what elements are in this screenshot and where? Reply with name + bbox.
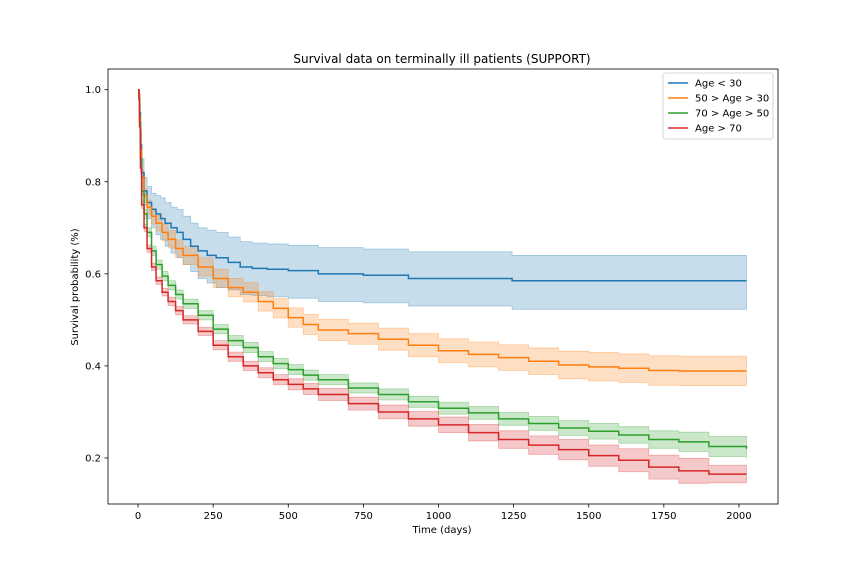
legend-box — [662, 72, 774, 140]
x-tick-label: 500 — [279, 511, 298, 522]
y-tick-label: 0.2 — [85, 453, 101, 464]
ci-band-1 — [138, 89, 747, 310]
x-tick-label: 750 — [354, 511, 373, 522]
x-tick-label: 0 — [135, 511, 141, 522]
y-tick-label: 0.8 — [85, 177, 101, 188]
legend-label-4: Age > 70 — [695, 124, 742, 135]
series-line-3 — [138, 88, 748, 449]
series-line-2 — [138, 88, 747, 372]
plot-area: 0 250 500 750 1000 1250 1500 1750 2000 0.2 0.4 0.6 0… — [85, 68, 779, 522]
legend-label-1: Age < 30 — [695, 79, 742, 90]
series-line-4 — [138, 88, 747, 475]
x-tick-label: 1250 — [501, 511, 526, 522]
x-tick-label: 1500 — [576, 511, 601, 522]
x-tick-label: 2000 — [726, 511, 751, 522]
x-tick-label: 1750 — [651, 511, 676, 522]
chart-title: Survival data on terminally ill patients… — [293, 52, 590, 66]
plot-frame — [107, 68, 779, 505]
x-axis-label: Time (days) — [411, 525, 471, 536]
x-tick-label: 250 — [204, 511, 223, 522]
legend-label-2: 50 > Age > 30 — [695, 94, 769, 105]
y-tick-label: 0.4 — [85, 361, 101, 372]
legend: Age < 30 50 > Age > 30 70 > Age > 50 Age > … — [662, 72, 774, 140]
legend-label-3: 70 > Age > 50 — [695, 109, 769, 120]
y-axis-label: Survival probability (%) — [70, 228, 81, 345]
y-tick-label: 1.0 — [85, 85, 101, 96]
y-tick-label: 0.6 — [85, 269, 101, 280]
x-tick-label: 1000 — [426, 511, 451, 522]
